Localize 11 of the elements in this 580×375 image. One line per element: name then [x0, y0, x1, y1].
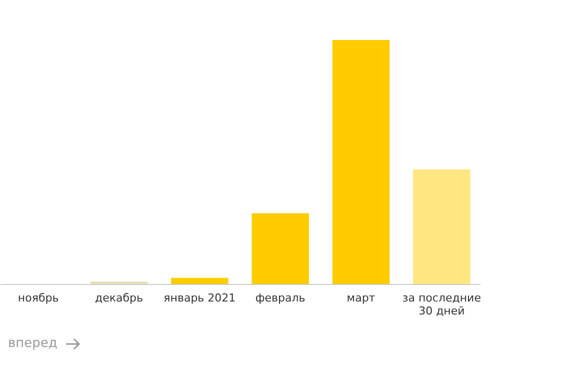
x-tick-label: март: [346, 292, 376, 304]
bar: [171, 278, 228, 284]
bar: [252, 213, 309, 284]
x-tick-label: февраль: [255, 292, 306, 304]
bar: [332, 40, 390, 284]
x-tick-label: январь 2021: [164, 292, 236, 304]
x-tick-label: за последние 30 дней: [402, 292, 482, 318]
x-tick-label: декабрь: [94, 292, 143, 304]
text: вперед: [8, 336, 58, 351]
bar: [413, 169, 470, 284]
x-tick-label: ноябрь: [18, 292, 59, 304]
